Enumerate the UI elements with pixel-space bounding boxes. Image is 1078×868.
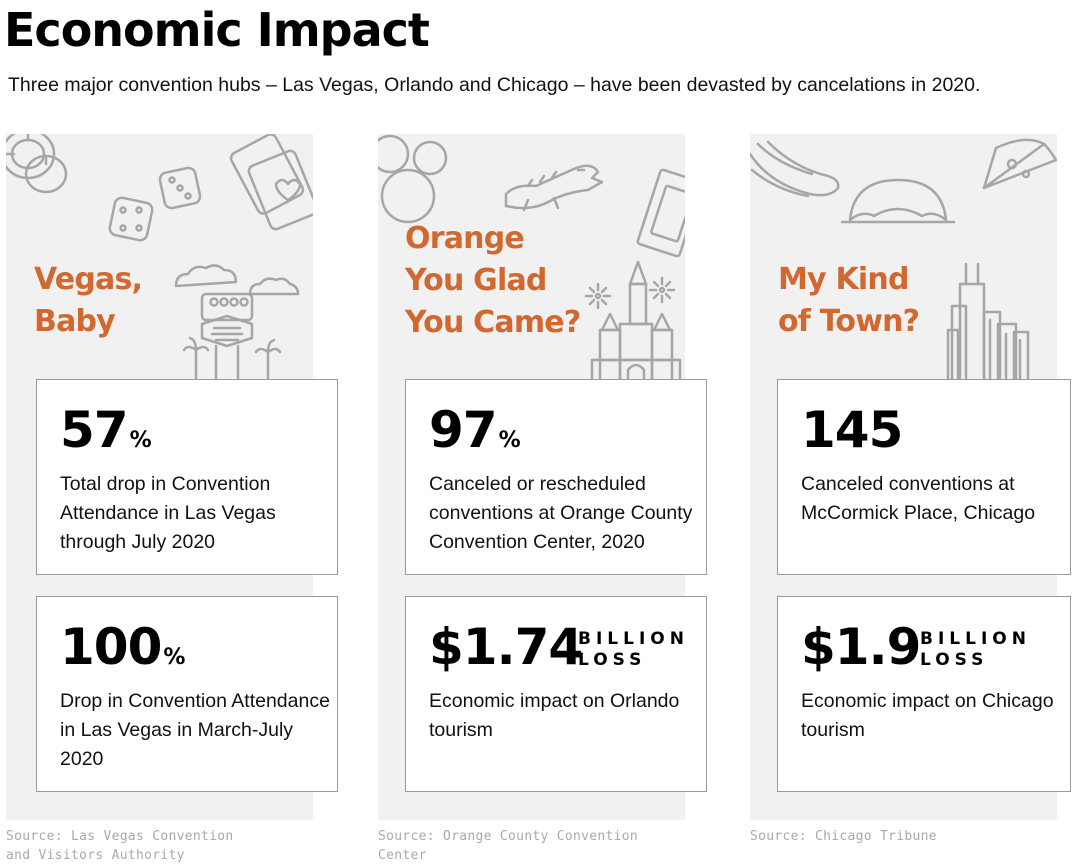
playing-cards-icon	[229, 134, 313, 231]
alligator-icon	[504, 164, 604, 212]
stat-description: Drop in Convention Attendance in Las Veg…	[60, 690, 330, 770]
stat-suffix: %	[129, 428, 152, 453]
stat-value: 97	[429, 401, 498, 459]
stat-description: Total drop in Convention Attendance in L…	[60, 473, 276, 553]
unit-line: BILLION	[920, 629, 1031, 649]
heading-las-vegas: Vegas, Baby	[34, 259, 143, 343]
stat-suffix: %	[498, 428, 521, 453]
heading-chicago: My Kind of Town?	[778, 259, 920, 343]
poker-chips-icon	[6, 134, 68, 194]
stat-card-attendance-drop: 57% Total drop in Convention Attendance …	[36, 379, 338, 575]
vegas-sign-icon	[174, 264, 300, 384]
stat-description: Economic impact on Chicago tourism	[801, 690, 1054, 741]
stat-suffix: %	[163, 645, 186, 670]
heading-line: You Came?	[405, 305, 581, 340]
stat-description: Canceled or rescheduled conventions at O…	[429, 473, 693, 553]
stat-card-orlando-cancellations: 97% Canceled or rescheduled conventions …	[405, 379, 707, 575]
stat-number: $1.74	[429, 618, 583, 676]
hot-dog-icon	[750, 140, 840, 198]
heading-line: Baby	[34, 304, 116, 339]
unit-line: BILLION	[578, 629, 689, 649]
stat-number: 97%	[429, 402, 521, 469]
mouse-ears-icon	[378, 134, 448, 224]
stat-unit: BILLION LOSS	[578, 629, 689, 671]
bean-sculpture-icon	[840, 178, 956, 224]
illustration-las-vegas	[6, 134, 313, 384]
source-las-vegas: Source: Las Vegas Convention and Visitor…	[6, 829, 234, 863]
pizza-slice-icon	[982, 138, 1057, 190]
stat-value: 145	[801, 401, 903, 459]
money-bill-icon	[636, 168, 685, 258]
palm-tree-icon	[182, 336, 282, 384]
heading-line: Orange	[405, 221, 525, 256]
stat-description: Canceled conventions at McCormick Place,…	[801, 473, 1036, 524]
heading-orlando: Orange You Glad You Came?	[405, 218, 581, 344]
heading-line: You Glad	[405, 263, 547, 298]
stat-number: 57%	[60, 402, 152, 469]
stat-number: $1.9	[801, 618, 921, 676]
stat-card-orlando-loss: $1.74 BILLION LOSS Economic impact on Or…	[405, 596, 707, 792]
heading-line: Vegas,	[34, 262, 143, 297]
castle-icon	[590, 260, 682, 384]
stat-description: Economic impact on Orlando tourism	[429, 690, 680, 741]
source-chicago: Source: Chicago Tribune	[750, 829, 937, 844]
stat-value: 57	[60, 401, 129, 459]
page-subtitle: Three major convention hubs – Las Vegas,…	[8, 74, 981, 96]
illustration-chicago	[750, 134, 1057, 384]
stat-number: 100%	[60, 619, 185, 686]
stat-unit: BILLION LOSS	[920, 629, 1031, 671]
stat-value: $1.9	[801, 618, 921, 676]
fireworks-icon	[584, 276, 676, 310]
illustration-orlando	[378, 134, 685, 384]
unit-line: LOSS	[920, 650, 989, 670]
stat-card-chicago-cancellations: 145 Canceled conventions at McCormick Pl…	[777, 379, 1071, 575]
heading-line: My Kind	[778, 262, 909, 297]
unit-line: LOSS	[578, 650, 647, 670]
stat-value: $1.74	[429, 618, 583, 676]
stat-number: 145	[801, 401, 903, 459]
stat-card-march-july-drop: 100% Drop in Convention Attendance in La…	[36, 596, 338, 792]
page-title: Economic Impact	[4, 3, 430, 57]
skyline-icon	[946, 262, 1030, 384]
dice-icon	[108, 166, 202, 242]
stat-value: 100	[60, 618, 162, 676]
heading-line: of Town?	[778, 304, 920, 339]
stat-card-chicago-loss: $1.9 BILLION LOSS Economic impact on Chi…	[777, 596, 1071, 792]
source-orlando: Source: Orange County Convention Center	[378, 829, 639, 863]
